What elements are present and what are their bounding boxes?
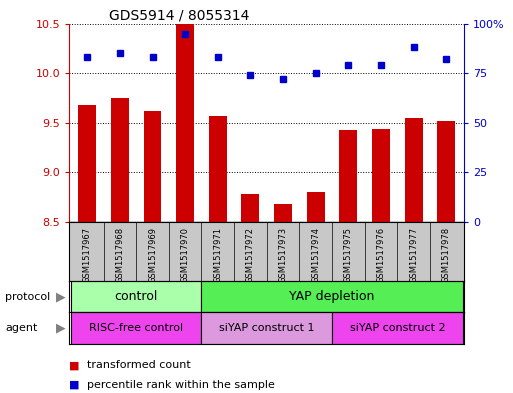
Bar [176, 24, 194, 222]
Bar [307, 192, 325, 222]
Bar [437, 121, 455, 222]
Text: GDS5914 / 8055314: GDS5914 / 8055314 [109, 8, 249, 22]
Text: GSM1517970: GSM1517970 [181, 227, 190, 283]
Text: ■: ■ [69, 380, 80, 390]
Text: siYAP construct 2: siYAP construct 2 [349, 323, 445, 333]
Bar [405, 118, 423, 222]
Bar [144, 111, 162, 222]
Bar [242, 194, 260, 222]
Text: GSM1517971: GSM1517971 [213, 227, 222, 283]
Text: GSM1517974: GSM1517974 [311, 227, 320, 283]
Text: transformed count: transformed count [87, 360, 191, 371]
Text: siYAP construct 1: siYAP construct 1 [219, 323, 314, 333]
Bar [71, 312, 202, 344]
Bar [274, 204, 292, 222]
Bar [71, 281, 202, 312]
Bar [202, 281, 463, 312]
Bar [340, 130, 358, 222]
Text: GSM1517975: GSM1517975 [344, 227, 353, 283]
Text: GSM1517968: GSM1517968 [115, 227, 124, 283]
Text: ▶: ▶ [56, 321, 65, 335]
Text: percentile rank within the sample: percentile rank within the sample [87, 380, 275, 390]
Text: ■: ■ [69, 360, 80, 371]
Bar [78, 105, 96, 222]
Text: GSM1517967: GSM1517967 [83, 227, 92, 283]
Text: YAP depletion: YAP depletion [289, 290, 374, 303]
Bar [209, 116, 227, 222]
Text: GSM1517976: GSM1517976 [377, 227, 385, 283]
Text: GSM1517969: GSM1517969 [148, 227, 157, 283]
Text: RISC-free control: RISC-free control [89, 323, 183, 333]
Text: GSM1517977: GSM1517977 [409, 227, 418, 283]
Text: protocol: protocol [5, 292, 50, 302]
Bar [332, 312, 463, 344]
Bar [111, 98, 129, 222]
Text: GSM1517972: GSM1517972 [246, 227, 255, 283]
Bar [372, 129, 390, 222]
Text: control: control [114, 290, 158, 303]
Text: ▶: ▶ [56, 290, 65, 303]
Text: agent: agent [5, 323, 37, 333]
Bar [202, 312, 332, 344]
Text: GSM1517978: GSM1517978 [442, 227, 451, 283]
Text: GSM1517973: GSM1517973 [279, 227, 288, 283]
